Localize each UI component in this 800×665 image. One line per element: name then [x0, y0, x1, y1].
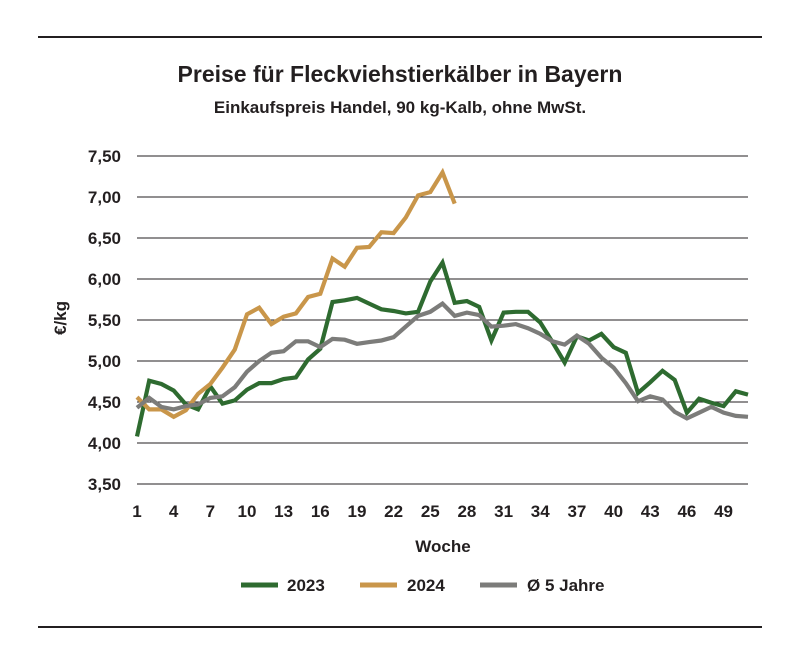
x-axis-label: Woche: [415, 537, 470, 556]
legend-label: 2024: [407, 576, 445, 595]
y-tick-label: 7,00: [88, 188, 121, 207]
y-tick-label: 7,50: [88, 147, 121, 166]
x-tick-label: 16: [311, 502, 330, 521]
x-tick-label: 46: [677, 502, 696, 521]
x-tick-label: 10: [238, 502, 257, 521]
x-tick-label: 49: [714, 502, 733, 521]
x-tick-label: 40: [604, 502, 623, 521]
legend: 2023 2024 Ø 5 Jahre: [241, 576, 605, 595]
y-axis-label: €/kg: [51, 301, 70, 335]
y-axis-ticks: 3,50 4,00 4,50 5,00 5,50 6,00 6,50 7,00 7,50: [88, 147, 121, 494]
y-tick-label: 5,50: [88, 311, 121, 330]
x-tick-label: 1: [132, 502, 141, 521]
x-tick-label: 43: [641, 502, 660, 521]
y-tick-label: 4,50: [88, 393, 121, 412]
gridlines: [137, 155, 748, 485]
x-tick-label: 22: [384, 502, 403, 521]
y-tick-label: 3,50: [88, 475, 121, 494]
x-tick-label: 28: [457, 502, 476, 521]
y-tick-label: 6,00: [88, 270, 121, 289]
y-tick-label: 5,00: [88, 352, 121, 371]
legend-label: Ø 5 Jahre: [527, 576, 605, 595]
chart-title: Preise für Fleckviehstierkälber in Bayer…: [178, 61, 623, 87]
x-tick-label: 13: [274, 502, 293, 521]
x-tick-label: 7: [206, 502, 215, 521]
x-tick-label: 34: [531, 502, 550, 521]
x-tick-label: 4: [169, 502, 179, 521]
series-line-1: [134, 257, 749, 437]
y-tick-label: 6,50: [88, 229, 121, 248]
x-tick-label: 19: [347, 502, 366, 521]
chart-subtitle: Einkaufspreis Handel, 90 kg-Kalb, ohne M…: [214, 98, 586, 117]
legend-label: 2023: [287, 576, 325, 595]
series-lines: [134, 167, 749, 437]
x-axis-ticks: 1 4 7 10 13 16 19 22 25 28 31 34 37 40 43 46 49: [132, 502, 733, 521]
y-tick-label: 4,00: [88, 434, 121, 453]
x-tick-label: 31: [494, 502, 513, 521]
x-tick-label: 25: [421, 502, 440, 521]
series-line-3: [135, 300, 749, 421]
series-line-2: [135, 167, 457, 420]
x-tick-label: 37: [567, 502, 586, 521]
